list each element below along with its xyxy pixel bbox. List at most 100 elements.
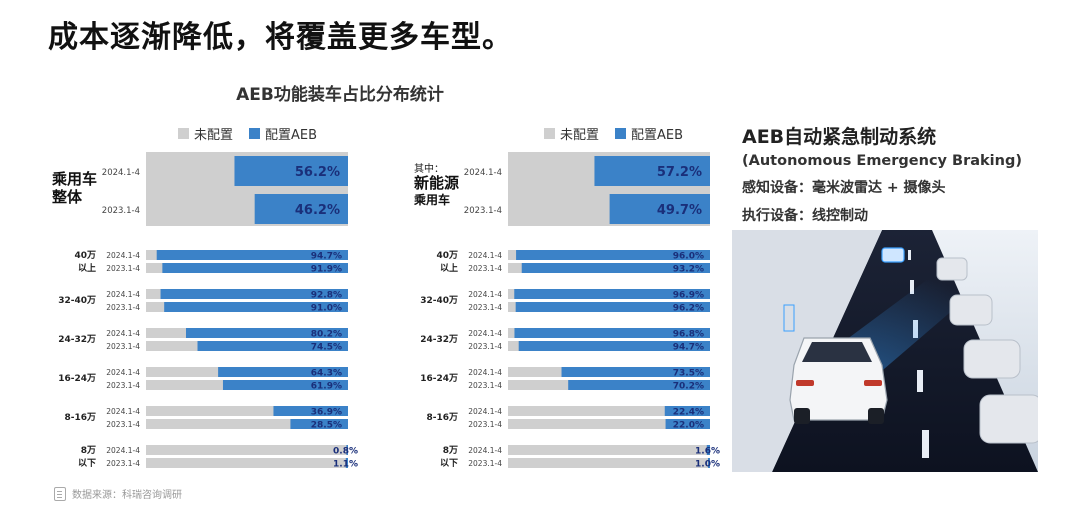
bar-equipped: [185, 328, 348, 338]
bar-equipped: [345, 458, 348, 468]
period-label: 2024.1-4: [464, 168, 502, 178]
bar-equipped: [197, 341, 348, 351]
bar-equipped: [707, 458, 710, 468]
price-band-label: 24-32万: [58, 334, 96, 345]
data-label: 61.9%: [311, 382, 342, 392]
period-label: 2024.1-4: [468, 407, 502, 416]
legend-item-equipped: 配置AEB: [249, 124, 317, 143]
price-band-label: 8-16万: [426, 412, 458, 423]
data-label: 96.0%: [673, 252, 704, 262]
segment-prefix: 其中：: [414, 162, 444, 175]
data-label: 94.7%: [311, 252, 342, 262]
legend-left: 未配置 配置AEB: [178, 124, 317, 143]
bar-equipped: [514, 328, 710, 338]
legend-item-equipped: 配置AEB: [615, 124, 683, 143]
info-subtitle: (Autonomous Emergency Braking): [742, 153, 1022, 169]
price-band-label: 以上: [78, 262, 96, 274]
legend-swatch-not-equipped: [544, 128, 555, 139]
bar-equipped: [516, 250, 710, 260]
legend-swatch-equipped: [249, 128, 261, 139]
price-band-label: 8-16万: [64, 412, 96, 423]
data-label: 22.4%: [673, 408, 704, 418]
bar-equipped: [156, 250, 348, 260]
bar-equipped: [218, 367, 348, 377]
legend-right: 未配置 配置AEB: [544, 124, 683, 143]
period-label: 2024.1-4: [468, 368, 502, 377]
data-label: 0.8%: [333, 447, 358, 457]
bar-equipped-total: [234, 156, 348, 186]
bar-not-equipped: [146, 458, 348, 468]
period-label: 2023.1-4: [106, 381, 140, 390]
bar-equipped: [521, 263, 710, 273]
parked-cars-right: [936, 257, 1038, 444]
chart-title: AEB功能装车占比分布统计: [236, 85, 444, 105]
data-label: 96.8%: [673, 330, 704, 340]
data-label: 74.5%: [311, 343, 342, 353]
ego-car: [789, 337, 888, 424]
bar-equipped: [273, 406, 348, 416]
bar-not-equipped: [508, 419, 710, 429]
data-label: 91.0%: [311, 304, 342, 314]
period-label: 2023.1-4: [468, 264, 502, 273]
segment-label: 整体: [52, 188, 83, 206]
bar-equipped: [222, 380, 348, 390]
price-band-label: 40万: [436, 250, 458, 261]
data-label: 57.2%: [657, 165, 702, 180]
data-label: 46.2%: [295, 203, 340, 218]
period-label: 2024.1-4: [106, 290, 140, 299]
period-label: 2023.1-4: [102, 206, 140, 216]
data-label: 93.2%: [673, 265, 704, 275]
info-title: AEB自动紧急制动系统: [742, 126, 937, 148]
period-label: 2023.1-4: [468, 381, 502, 390]
page-headline: 成本逐渐降低，将覆盖更多车型。: [48, 20, 513, 55]
data-label: 91.9%: [311, 265, 342, 275]
period-label: 2024.1-4: [106, 446, 140, 455]
bar-equipped: [665, 419, 710, 429]
price-band-label: 16-24万: [420, 373, 458, 384]
price-band-label: 32-40万: [420, 295, 458, 306]
bar-equipped: [514, 289, 710, 299]
data-label: 1.0%: [695, 460, 720, 470]
detected-pedestrian: [783, 304, 795, 332]
data-label: 80.2%: [311, 330, 342, 340]
bar-not-equipped: [146, 445, 348, 455]
data-label: 64.3%: [311, 369, 342, 379]
period-label: 2023.1-4: [468, 459, 502, 468]
segment-label: 新能源: [414, 174, 459, 192]
legend-swatch-equipped: [615, 128, 627, 139]
bar-equipped: [346, 445, 348, 455]
source-note: 数据来源：科瑞咨询调研: [54, 486, 182, 501]
period-label: 2024.1-4: [468, 251, 502, 260]
legend-item-not-equipped: 未配置: [178, 124, 233, 143]
price-band-label: 32-40万: [58, 295, 96, 306]
period-label: 2023.1-4: [106, 459, 140, 468]
segment-label: 乘用车: [51, 170, 97, 188]
period-label: 2024.1-4: [468, 290, 502, 299]
bar-equipped: [664, 406, 710, 416]
period-label: 2023.1-4: [468, 303, 502, 312]
legend-label-not-equipped: 未配置: [194, 128, 234, 143]
info-sensing: 感知设备：毫米波雷达 + 摄像头: [742, 180, 946, 196]
data-label: 92.8%: [311, 291, 342, 301]
price-band-label: 8万: [443, 445, 458, 456]
info-actuation: 执行设备：线控制动: [742, 208, 868, 224]
bar-equipped: [160, 289, 348, 299]
data-label: 36.9%: [311, 408, 342, 418]
bar-equipped-total: [609, 194, 710, 224]
bar-equipped-total: [254, 194, 348, 224]
data-label: 22.0%: [673, 421, 704, 431]
bar-equipped: [515, 302, 710, 312]
segment-label: 乘用车: [413, 192, 450, 207]
aeb-illustration: [732, 230, 1038, 472]
period-label: 2024.1-4: [468, 329, 502, 338]
legend-item-not-equipped: 未配置: [544, 124, 599, 143]
period-label: 2023.1-4: [468, 342, 502, 351]
period-label: 2024.1-4: [106, 368, 140, 377]
bar-equipped: [706, 445, 710, 455]
price-band-label: 16-24万: [58, 373, 96, 384]
data-label: 94.7%: [673, 343, 704, 353]
data-label: 1.6%: [695, 447, 720, 457]
bar-equipped: [164, 302, 348, 312]
legend-label-not-equipped: 未配置: [560, 128, 600, 143]
